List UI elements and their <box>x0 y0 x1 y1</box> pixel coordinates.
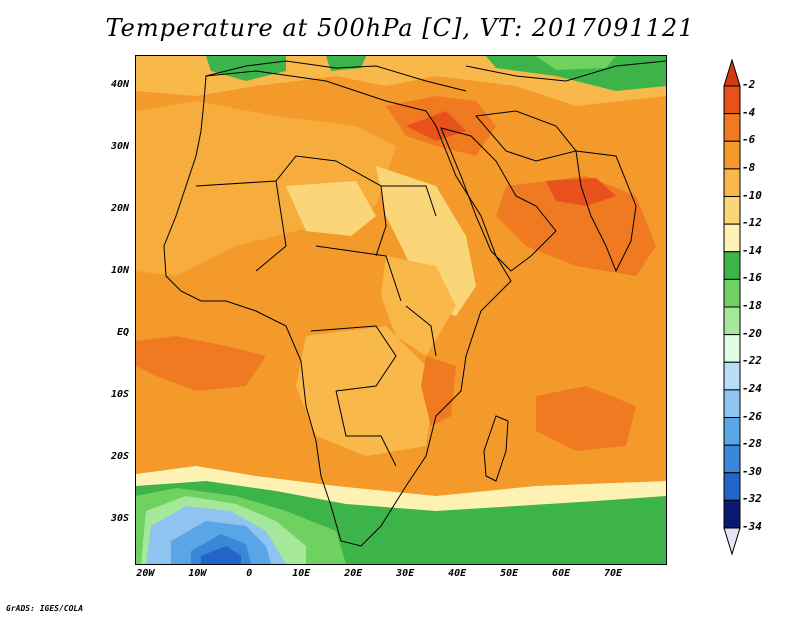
map-svg <box>136 56 666 564</box>
colorbar-segment <box>723 472 741 501</box>
colorbar-segment <box>723 85 741 115</box>
lon-tick-label: 50E <box>500 568 519 579</box>
colorbar-tick-label: -8 <box>742 160 756 174</box>
lon-tick-label: 20E <box>344 568 363 579</box>
field-east-africa-warm <box>421 356 456 426</box>
colorbar-segment <box>723 223 741 253</box>
colorbar <box>723 58 741 556</box>
colorbar-tick-label: -22 <box>742 354 762 368</box>
lat-tick-label: 30N <box>110 140 129 152</box>
colorbar-segment <box>723 196 741 225</box>
colorbar-tick-label: -30 <box>742 464 762 478</box>
field-asia-light-green <box>536 56 616 70</box>
colorbar-tick-label: -18 <box>742 299 762 312</box>
lat-tick-label: 30S <box>110 512 129 524</box>
colorbar-tick-label: -26 <box>742 409 762 423</box>
colorbar-segment <box>723 251 741 280</box>
lat-tick-label: 10S <box>110 388 129 400</box>
lon-tick-label: 0 <box>246 568 253 579</box>
colorbar-tick-label: -16 <box>742 271 762 285</box>
temperature-map <box>135 55 667 565</box>
field-sw-darkest-blue <box>201 546 241 564</box>
colorbar-tick-label: -10 <box>742 188 762 202</box>
field-south-africa-light <box>296 326 436 456</box>
colorbar-tick-label: -34 <box>742 520 762 533</box>
lon-tick-label: 20W <box>136 568 155 579</box>
lat-tick-label: 20N <box>110 202 129 214</box>
field-arabia-hot <box>546 178 616 206</box>
colorbar-segment <box>723 334 741 363</box>
field-central-yellow <box>376 166 476 316</box>
colorbar-segment <box>723 389 741 418</box>
field-congo <box>381 256 456 356</box>
field-asia-green <box>486 56 666 91</box>
colorbar-tick-label: -12 <box>742 216 762 230</box>
colorbar-over-triangle <box>723 58 741 87</box>
colorbar-segment <box>723 306 741 336</box>
lon-tick-label: 60E <box>552 568 571 579</box>
lon-tick-label: 10W <box>188 568 207 579</box>
lon-tick-label: 10E <box>292 568 311 579</box>
lon-tick-label: 40E <box>448 568 467 579</box>
colorbar-tick-label: -20 <box>742 326 762 340</box>
field-arabia-warm <box>496 176 656 276</box>
lat-tick-label: 10N <box>110 264 129 276</box>
colorbar-tick-label: -14 <box>742 243 762 257</box>
field-sahara-yellow <box>286 181 376 236</box>
coastlines <box>163 60 666 547</box>
field-west-sahara <box>136 101 396 276</box>
colorbar-under-triangle <box>723 527 741 556</box>
colorbar-segment <box>723 444 741 474</box>
field-gulf-guinea-warm <box>136 336 266 391</box>
credit-text: GrADS: IGES/COLA <box>6 604 84 613</box>
colorbar-segment <box>723 417 741 446</box>
lat-tick-label: 20S <box>110 450 129 462</box>
colorbar-segment <box>723 168 741 197</box>
lat-tick-label: EQ <box>116 326 129 338</box>
colorbar-tick-label: -4 <box>742 105 756 119</box>
field-europe-green-1 <box>206 56 286 81</box>
lon-tick-label: 30E <box>396 568 415 579</box>
colorbar-tick-label: -24 <box>742 381 762 395</box>
colorbar-tick-label: -32 <box>742 492 762 506</box>
colorbar-tick-label: -2 <box>742 78 756 91</box>
colorbar-segment <box>723 278 741 308</box>
colorbar-segment <box>723 499 741 529</box>
lat-tick-label: 40N <box>110 78 129 90</box>
colorbar-tick-label: -28 <box>742 437 762 451</box>
chart-title: Temperature at 500hPa [C], VT: 201709112… <box>105 14 695 42</box>
colorbar-tick-label: -6 <box>742 133 756 147</box>
colorbar-segment <box>723 361 741 391</box>
lon-tick-label: 70E <box>604 568 623 579</box>
colorbar-segment <box>723 140 741 170</box>
colorbar-segment <box>723 113 741 142</box>
field-indian-ocean-warm <box>536 386 636 451</box>
